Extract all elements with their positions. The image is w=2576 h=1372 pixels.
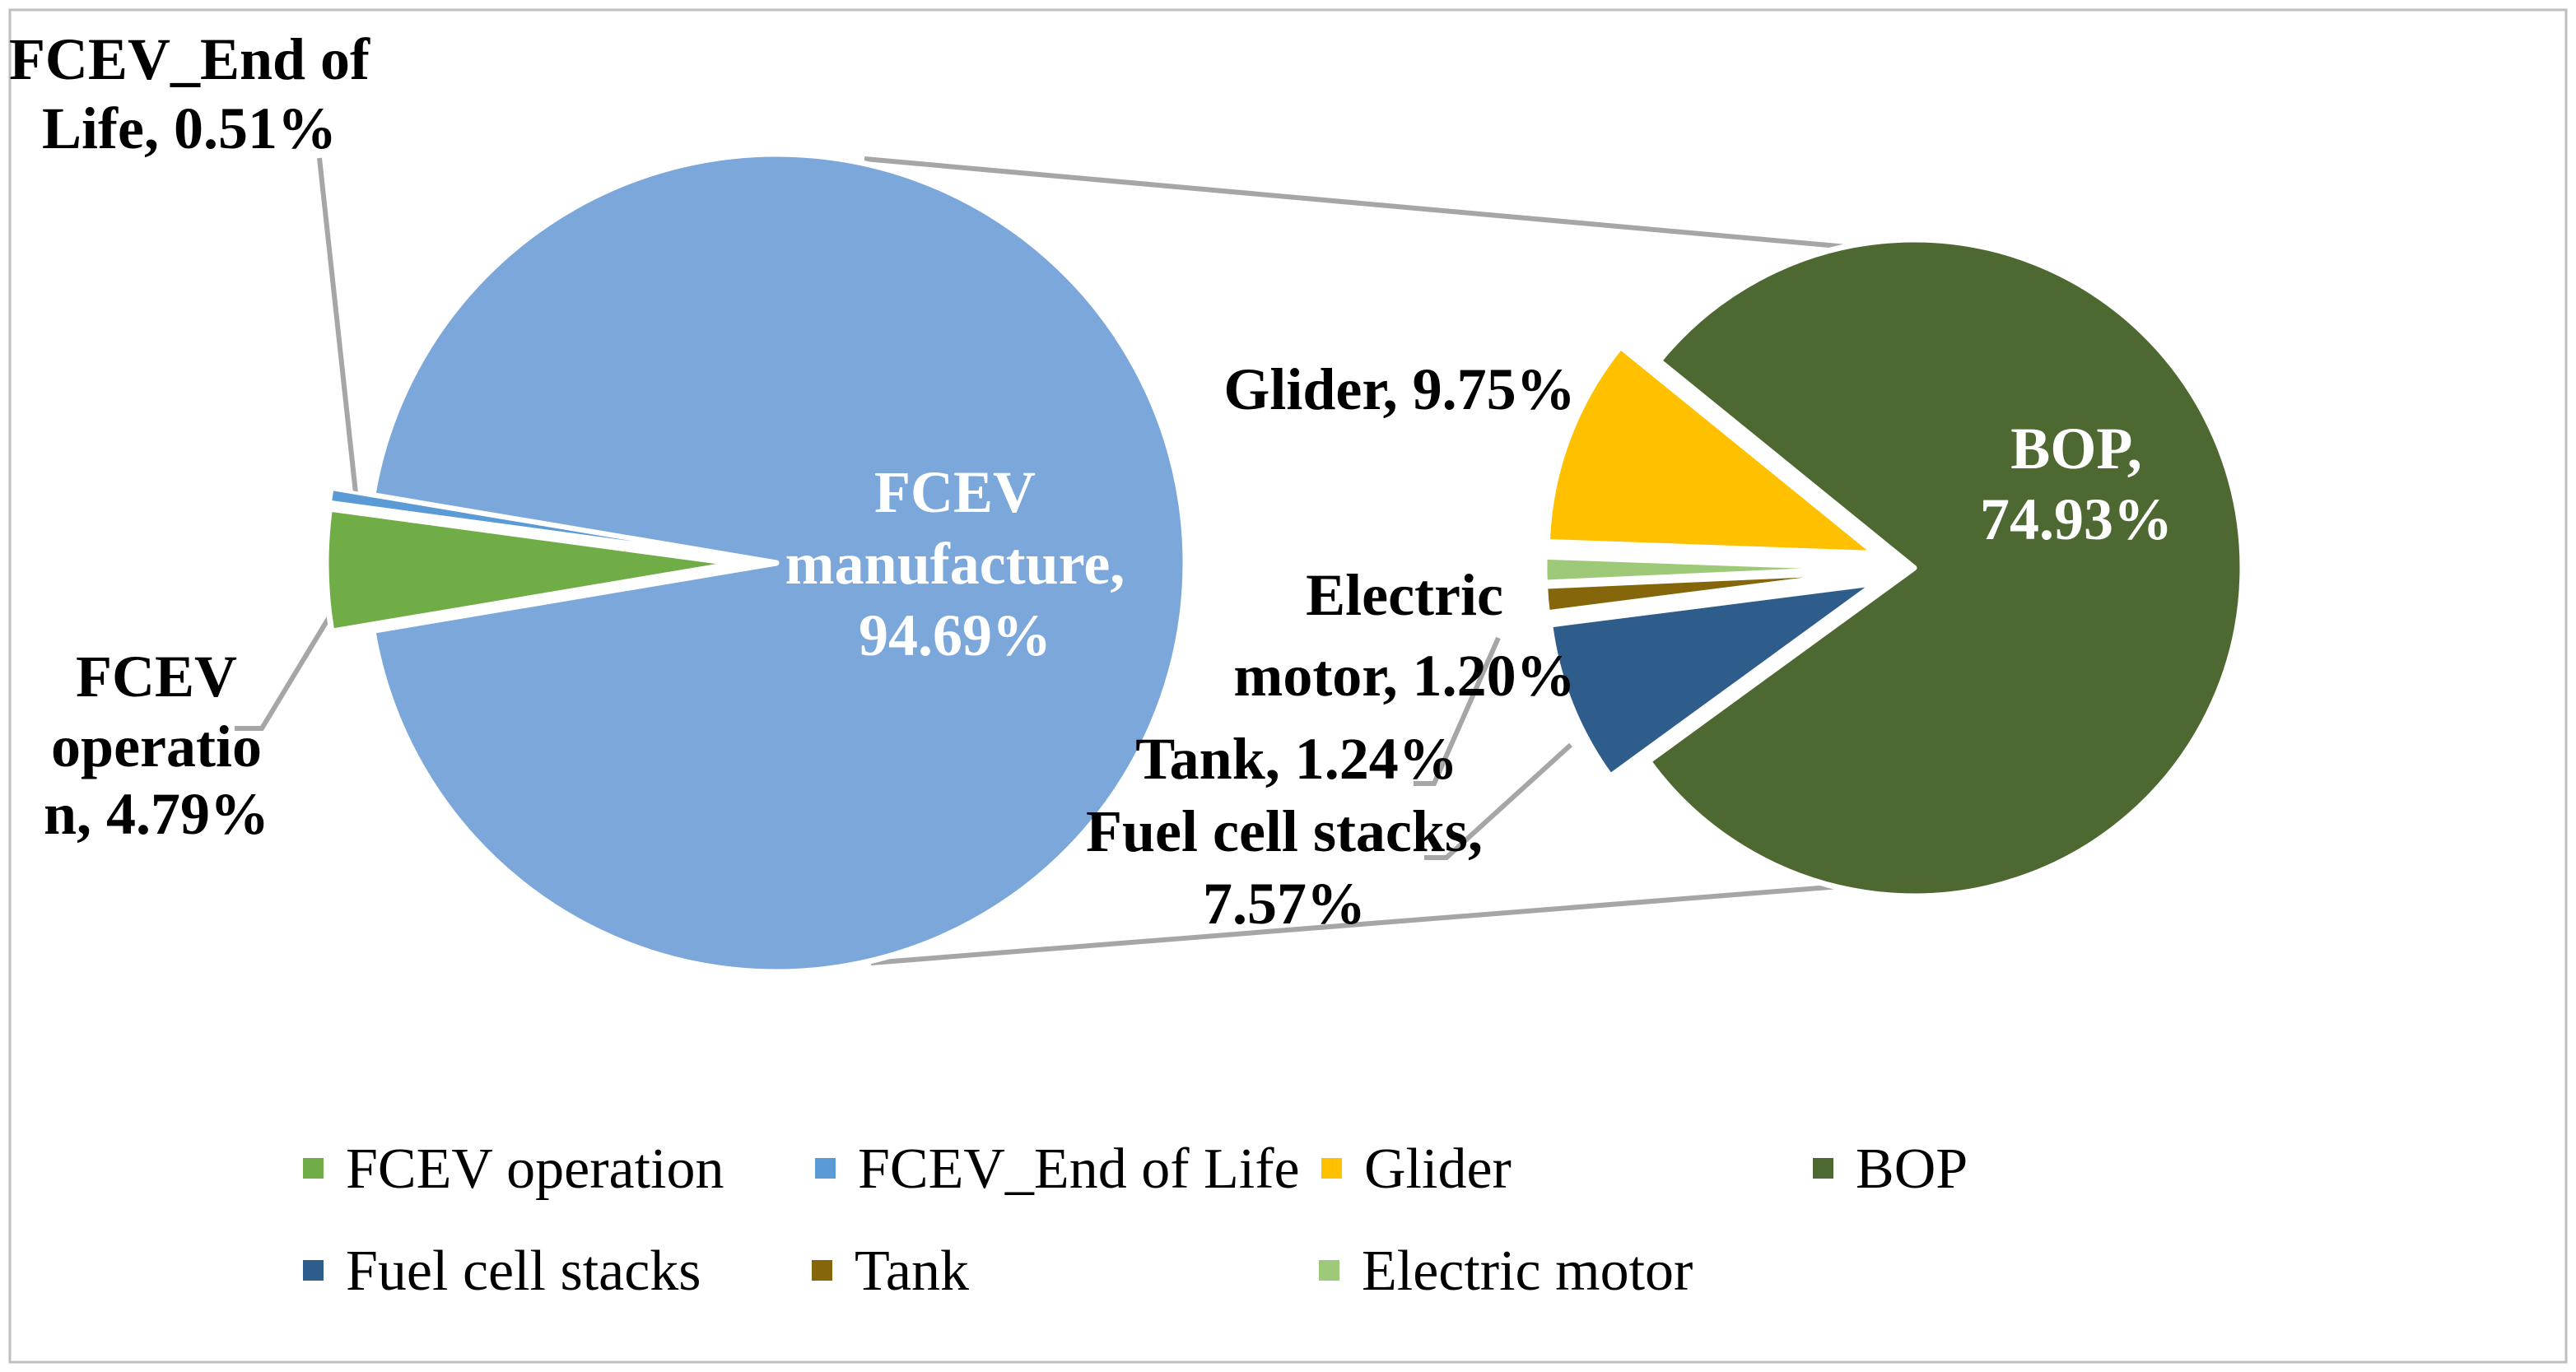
legend-key-bop bbox=[1813, 1158, 1833, 1179]
legend-label-em: Electric motor bbox=[1362, 1239, 1693, 1303]
slice-fcs[interactable] bbox=[1547, 580, 1879, 779]
legend-label-eol: FCEV_End of Life bbox=[858, 1137, 1300, 1201]
leader-line-eol bbox=[317, 157, 359, 501]
data-label-fcs: Fuel cell stacks, 7.57% bbox=[1086, 798, 1483, 937]
series-line-bottom bbox=[870, 880, 1893, 965]
legend-key-fcs bbox=[303, 1260, 324, 1281]
legend-label-tank: Tank bbox=[855, 1239, 969, 1303]
slice-eol[interactable] bbox=[328, 487, 738, 559]
data-label-glider: Glider, 9.75% bbox=[1223, 356, 1575, 422]
legend-item-bop[interactable]: BOP bbox=[1813, 1137, 1968, 1201]
data-label-bop: BOP, 74.93% bbox=[1980, 416, 2173, 552]
slice-manufacture[interactable] bbox=[370, 151, 1189, 975]
slice-tank[interactable] bbox=[1542, 568, 1876, 616]
legend-item-tank[interactable]: Tank bbox=[812, 1239, 969, 1303]
legend-item-fcs[interactable]: Fuel cell stacks bbox=[303, 1239, 701, 1303]
legend-key-tank bbox=[812, 1260, 832, 1281]
legend-label-bop: BOP bbox=[1856, 1137, 1968, 1201]
legend-label-fcs: Fuel cell stacks bbox=[346, 1239, 701, 1303]
legend-label-operation: FCEV operation bbox=[346, 1137, 724, 1201]
legend-item-eol[interactable]: FCEV_End of Life bbox=[815, 1137, 1300, 1201]
series-line-top bbox=[864, 156, 1894, 253]
data-label-operation: FCEV operatio n, 4.79% bbox=[44, 644, 269, 847]
data-label-tank: Tank, 1.24% bbox=[1135, 726, 1458, 792]
legend-label-glider: Glider bbox=[1364, 1137, 1512, 1201]
slice-glider[interactable] bbox=[1544, 343, 1879, 556]
chart-area-border bbox=[8, 8, 2568, 1364]
legend-item-glider[interactable]: Glider bbox=[1321, 1137, 1512, 1201]
data-label-em: Electric motor, 1.20% bbox=[1233, 562, 1575, 709]
legend-key-operation bbox=[303, 1158, 324, 1179]
data-label-manufacture: FCEV manufacture, 94.69% bbox=[785, 459, 1125, 668]
slice-em[interactable] bbox=[1541, 553, 1876, 586]
leader-line-operation bbox=[235, 574, 356, 731]
leader-line-tank bbox=[1414, 636, 1501, 786]
legend-key-eol bbox=[815, 1158, 836, 1179]
legend-key-em bbox=[1319, 1260, 1339, 1281]
slice-bop[interactable] bbox=[1645, 236, 2246, 900]
legend-key-glider bbox=[1321, 1158, 1342, 1179]
data-label-eol: FCEV_End of Life, 0.51% bbox=[9, 26, 370, 161]
legend-item-operation[interactable]: FCEV operation bbox=[303, 1137, 724, 1201]
legend-item-em[interactable]: Electric motor bbox=[1319, 1239, 1693, 1303]
slice-operation[interactable] bbox=[323, 505, 738, 635]
leader-line-fcs bbox=[1424, 742, 1573, 860]
